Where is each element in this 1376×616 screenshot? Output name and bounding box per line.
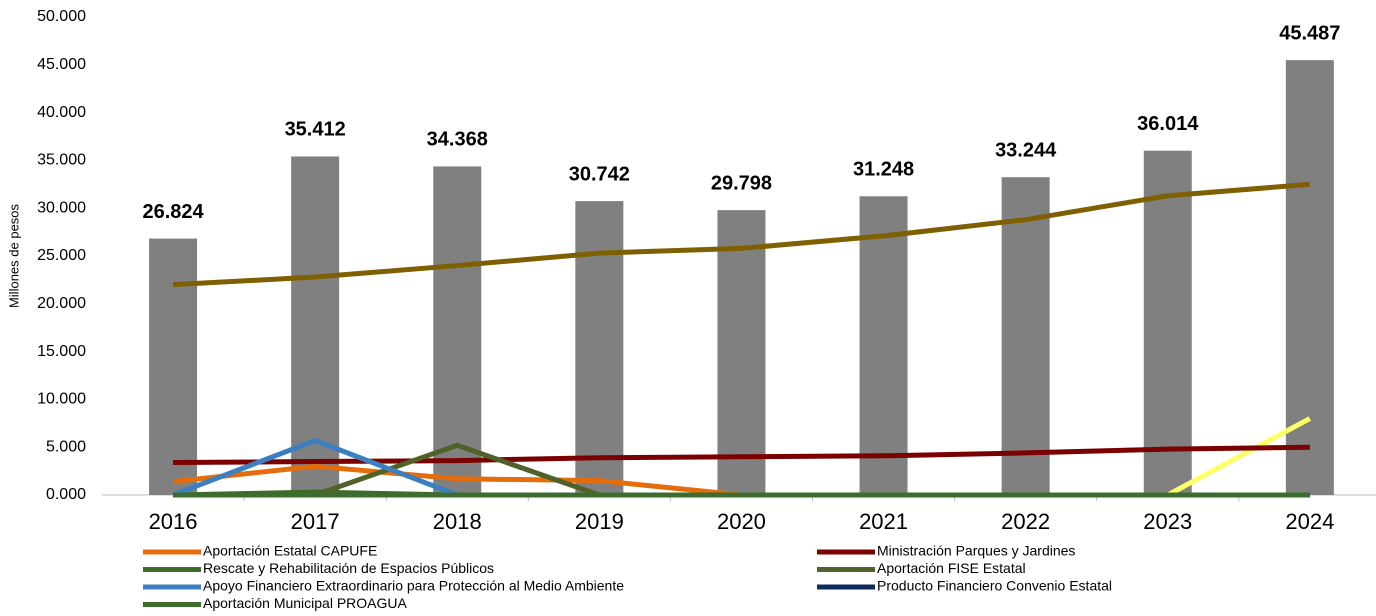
y-tick-label: 25.000 xyxy=(37,247,86,264)
legend-label: Ministración Parques y Jardines xyxy=(877,543,1075,559)
data-label: 29.798 xyxy=(711,172,772,194)
data-label: 30.742 xyxy=(569,163,630,185)
y-tick-label: 10.000 xyxy=(37,391,86,408)
x-tick-label: 2018 xyxy=(433,509,482,534)
bar xyxy=(859,196,908,496)
bar xyxy=(291,156,340,495)
data-label: 35.412 xyxy=(285,119,346,141)
y-tick-label: 15.000 xyxy=(37,343,86,360)
data-label: 33.244 xyxy=(995,139,1057,161)
bar xyxy=(1001,177,1050,495)
legend-label: Producto Financiero Convenio Estatal xyxy=(877,578,1112,594)
data-label: 45.487 xyxy=(1279,22,1340,44)
bar xyxy=(1285,60,1334,495)
y-tick-label: 40.000 xyxy=(37,104,86,121)
data-label: 34.368 xyxy=(427,129,488,151)
y-tick-label: 45.000 xyxy=(37,56,86,73)
bar xyxy=(149,238,198,495)
legend-label: Aportación Estatal CAPUFE xyxy=(203,543,377,559)
line xyxy=(172,181,1311,288)
y-tick-label: 50.000 xyxy=(37,8,86,25)
y-axis-label: Millones de pesos xyxy=(6,203,21,308)
data-label: 26.824 xyxy=(142,201,204,223)
bar xyxy=(433,166,482,495)
y-tick-label: 5.000 xyxy=(46,438,86,455)
y-tick-label: 20.000 xyxy=(37,295,86,312)
x-tick-label: 2019 xyxy=(575,509,624,534)
line xyxy=(1166,416,1312,498)
x-tick-label: 2023 xyxy=(1143,509,1192,534)
y-tick-label: 35.000 xyxy=(37,152,86,169)
line xyxy=(172,438,459,498)
data-label: 36.014 xyxy=(1137,113,1199,135)
x-tick-label: 2016 xyxy=(149,509,198,534)
y-tick-label: 30.000 xyxy=(37,199,86,216)
bar xyxy=(717,210,766,496)
data-label: 31.248 xyxy=(853,159,914,181)
bar xyxy=(575,201,624,495)
y-tick-label: 0.000 xyxy=(46,486,86,503)
x-tick-label: 2022 xyxy=(1001,509,1050,534)
x-tick-label: 2020 xyxy=(717,509,766,534)
legend-label: Aportación Municipal PROAGUA xyxy=(203,595,408,611)
legend-label: Rescate y Rehabilitación de Espacios Púb… xyxy=(203,560,494,576)
x-tick-label: 2021 xyxy=(859,509,908,534)
bar xyxy=(1143,150,1192,495)
legend-label: Apoyo Financiero Extraordinario para Pro… xyxy=(203,578,624,594)
x-tick-label: 2017 xyxy=(291,509,340,534)
x-tick-label: 2024 xyxy=(1285,509,1334,534)
legend-label: Aportación FISE Estatal xyxy=(877,560,1026,576)
